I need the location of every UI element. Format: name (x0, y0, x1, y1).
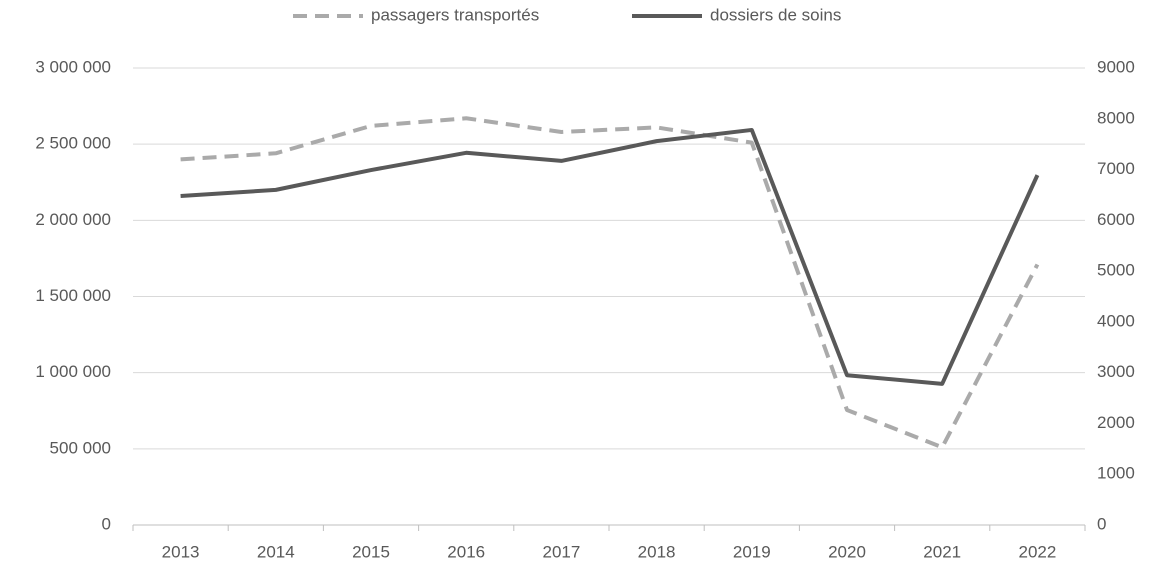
y-tick-label: 1 000 000 (35, 362, 111, 381)
x-tick-label: 2015 (352, 542, 390, 561)
x-tick-label: 2022 (1018, 542, 1056, 561)
x-tick-label: 2016 (447, 542, 485, 561)
y-tick-label: 1 500 000 (35, 286, 111, 305)
y2-tick-label: 2000 (1097, 413, 1135, 432)
y-tick-label: 500 000 (50, 438, 111, 457)
x-tick-label: 2017 (542, 542, 580, 561)
y2-tick-label: 7000 (1097, 159, 1135, 178)
y2-tick-label: 8000 (1097, 108, 1135, 127)
y2-tick-label: 1000 (1097, 464, 1135, 483)
y2-tick-label: 0 (1097, 514, 1106, 533)
y2-tick-label: 3000 (1097, 362, 1135, 381)
x-tick-label: 2021 (923, 542, 961, 561)
y-tick-label: 2 000 000 (35, 210, 111, 229)
y2-tick-label: 6000 (1097, 210, 1135, 229)
series-line (180, 127, 1040, 386)
y-tick-label: 0 (102, 514, 111, 533)
x-tick-label: 2013 (162, 542, 200, 561)
x-tick-label: 2018 (638, 542, 676, 561)
y2-tick-label: 5000 (1097, 261, 1135, 280)
series-line (180, 116, 1040, 450)
legend-label: passagers transportés (371, 5, 539, 24)
x-tick-label: 2014 (257, 542, 295, 561)
x-tick-label: 2019 (733, 542, 771, 561)
y-tick-label: 3 000 000 (35, 57, 111, 76)
y2-tick-label: 4000 (1097, 311, 1135, 330)
y-tick-label: 2 500 000 (35, 134, 111, 153)
x-tick-label: 2020 (828, 542, 866, 561)
y2-tick-label: 9000 (1097, 57, 1135, 76)
legend-label: dossiers de soins (710, 5, 841, 24)
